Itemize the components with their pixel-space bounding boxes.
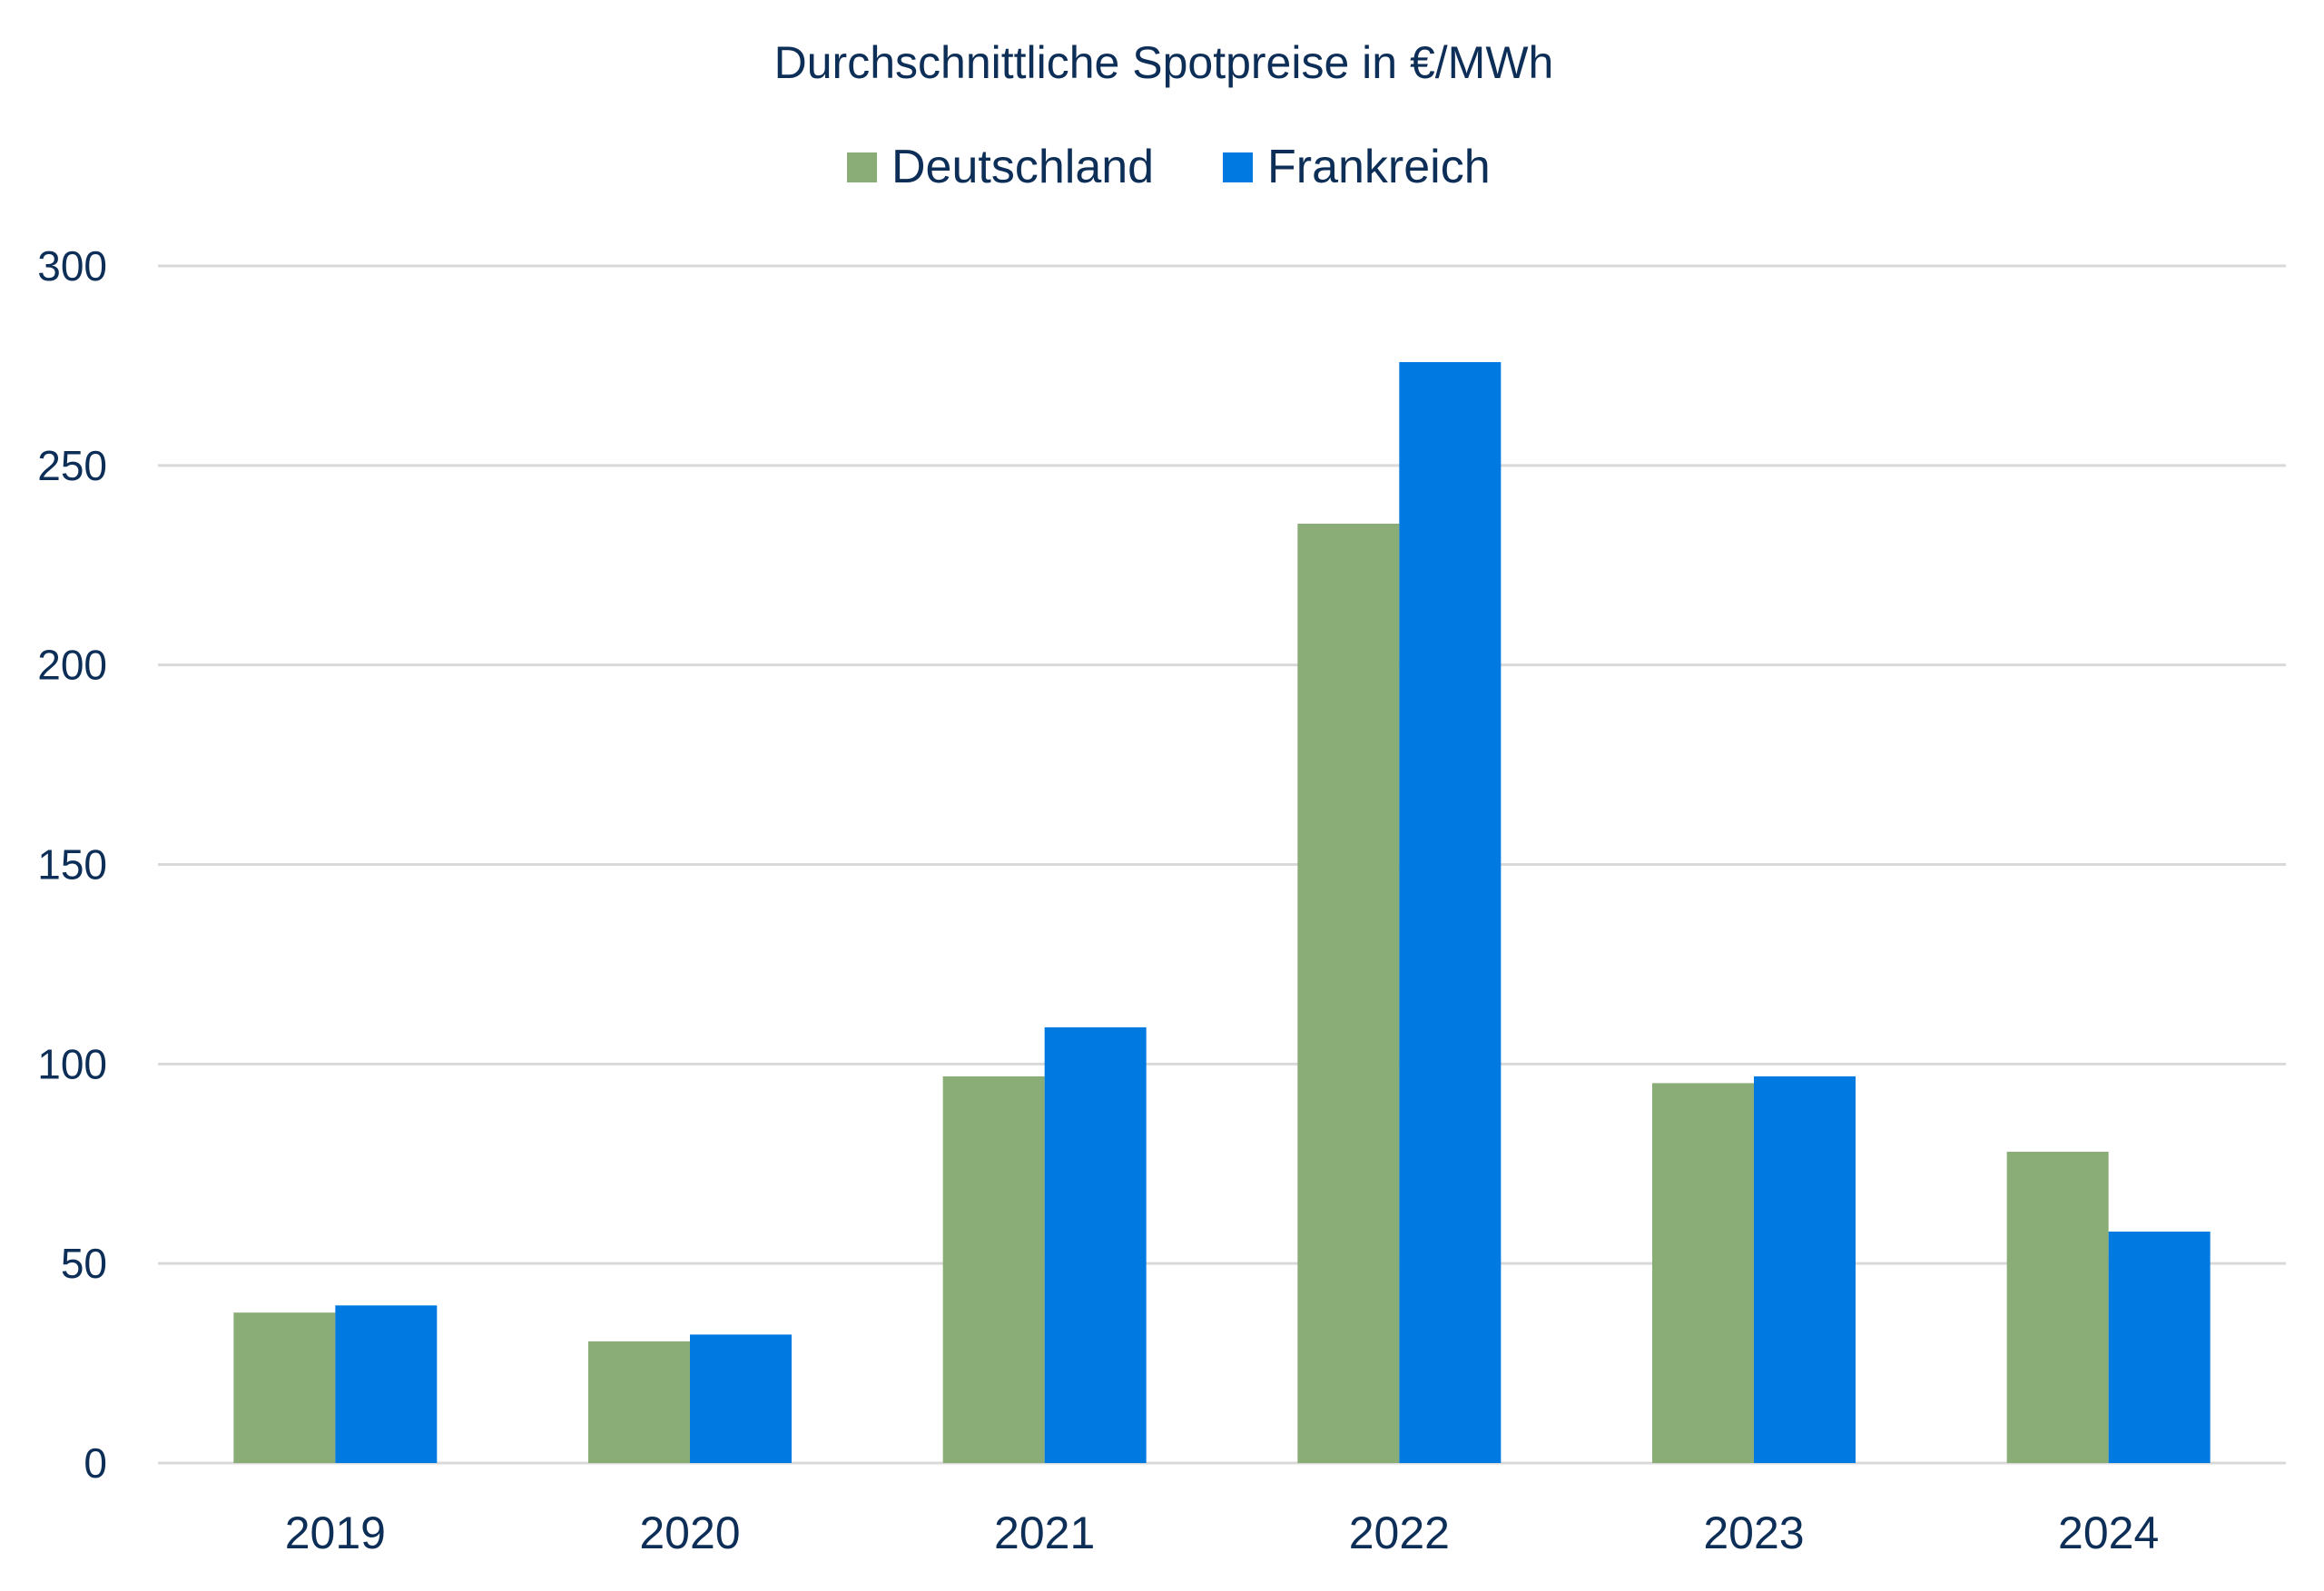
legend: Deutschland Frankreich — [847, 141, 1491, 193]
x-tick-label: 2024 — [2058, 1508, 2159, 1558]
bar-frankreich-2019 — [335, 1305, 438, 1463]
bar-frankreich-2022 — [1399, 361, 1502, 1463]
bar-deutschland-2019 — [233, 1312, 336, 1463]
bar-frankreich-2024 — [2108, 1231, 2211, 1463]
x-tick-label: 2019 — [285, 1508, 386, 1558]
bar-deutschland-2021 — [942, 1075, 1045, 1463]
bar-deutschland-2024 — [2006, 1152, 2109, 1463]
x-tick-label: 2023 — [1703, 1508, 1804, 1558]
y-tick-label: 0 — [84, 1439, 107, 1487]
bar-deutschland-2023 — [1652, 1083, 1754, 1463]
bar-frankreich-2020 — [690, 1334, 792, 1463]
y-tick-label: 150 — [37, 841, 107, 889]
x-tick-label: 2022 — [1349, 1508, 1450, 1558]
y-tick-label: 300 — [37, 242, 107, 290]
bar-frankreich-2021 — [1044, 1026, 1147, 1463]
legend-label-frankreich: Frankreich — [1267, 141, 1491, 193]
bar-deutschland-2022 — [1297, 524, 1400, 1463]
y-tick-label: 200 — [37, 642, 107, 689]
y-tick-label: 100 — [37, 1040, 107, 1087]
x-tick-label: 2021 — [994, 1508, 1095, 1558]
y-tick-label: 250 — [37, 442, 107, 489]
x-tick-label: 2020 — [639, 1508, 740, 1558]
chart-title: Durchschnittliche Spotpreise in €/MWh — [774, 37, 1554, 88]
y-tick-label: 50 — [61, 1240, 107, 1287]
legend-swatch-frankreich — [1223, 152, 1253, 182]
bar-frankreich-2023 — [1754, 1075, 1856, 1463]
legend-swatch-deutschland — [847, 152, 877, 182]
bar-deutschland-2020 — [588, 1341, 690, 1463]
legend-label-deutschland: Deutschland — [891, 141, 1154, 193]
